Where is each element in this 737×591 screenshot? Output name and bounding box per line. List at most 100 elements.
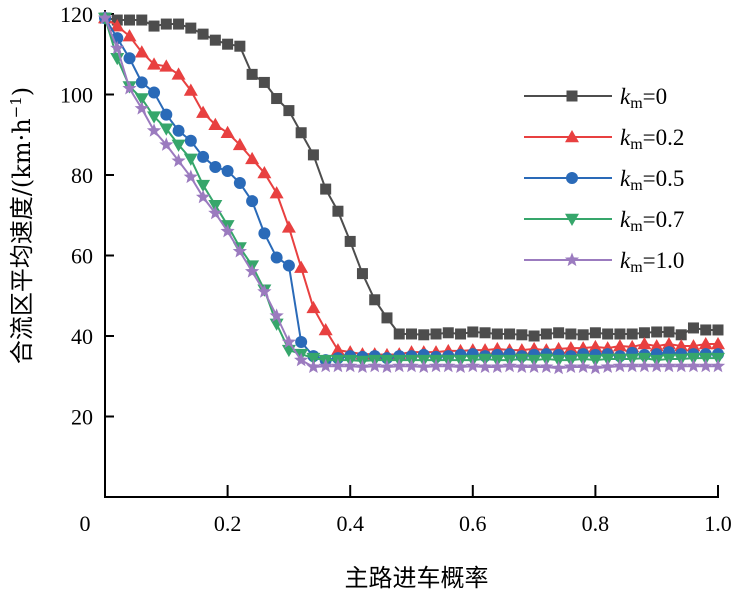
data-point-triangle-up [330, 343, 345, 356]
data-point-square [589, 327, 601, 339]
data-point-triangle-up [147, 57, 162, 70]
data-point-star [588, 360, 603, 375]
data-point-star [625, 358, 640, 373]
data-point-square [528, 330, 540, 342]
data-point-star [661, 358, 677, 373]
x-axis-title: 主路进车概率 [345, 564, 489, 591]
series-group [97, 10, 726, 375]
data-point-circle [148, 86, 161, 99]
legend-item: km=0 [524, 84, 667, 112]
data-point-triangle-down [306, 352, 321, 366]
data-point-star [477, 359, 493, 374]
legend-marker-square [566, 90, 578, 102]
data-point-circle [123, 52, 136, 65]
y-tick-label: 100 [60, 83, 93, 108]
legend-label: km=0.7 [620, 207, 684, 235]
data-point-triangle-down [159, 123, 174, 136]
data-point-triangle-up [196, 105, 211, 118]
data-point-triangle-up [159, 59, 174, 72]
data-point-square [651, 326, 663, 338]
data-point-star [392, 358, 407, 373]
data-point-star [159, 137, 174, 151]
data-point-square [369, 294, 381, 306]
data-point-square [320, 183, 332, 195]
data-point-triangle-up [257, 165, 272, 179]
data-point-square [234, 40, 246, 52]
data-point-square [565, 328, 577, 340]
data-point-star [330, 358, 346, 373]
data-point-square [455, 328, 467, 340]
x-ticks: 0 0.2 0.4 0.6 0.8 1.0 [80, 485, 732, 536]
data-point-circle [160, 108, 173, 121]
data-point-star [698, 358, 713, 373]
data-point-circle [282, 259, 295, 272]
legend-label: km=0.2 [620, 125, 684, 153]
legend-item: km=1.0 [524, 248, 684, 276]
data-point-triangle-up [698, 337, 713, 350]
data-point-star [600, 359, 615, 374]
data-point-triangle-up [134, 45, 149, 58]
data-point-circle [295, 336, 308, 349]
data-point-star [269, 308, 284, 322]
y-tick-label: 40 [71, 324, 93, 349]
data-point-square [222, 38, 234, 50]
data-point-square [295, 127, 307, 139]
data-point-square [344, 235, 356, 247]
data-point-circle [135, 76, 148, 89]
data-point-star [465, 358, 480, 373]
data-point-square [663, 326, 675, 338]
data-point-star [244, 264, 260, 278]
data-point-star [367, 358, 382, 373]
legend: km=0 km=0.2 km=0.5 km=0.7 km=1.0 [524, 84, 684, 276]
data-point-star [710, 358, 726, 373]
y-ticks: 20 40 60 80 100 120 [60, 2, 114, 430]
data-point-star [539, 359, 554, 374]
data-point-triangle-up [171, 67, 186, 80]
data-point-square [577, 329, 589, 341]
data-point-square [307, 149, 319, 161]
y-tick-label: 80 [71, 163, 93, 188]
legend-item: km=0.5 [524, 166, 684, 194]
legend-item: km=0.2 [524, 125, 684, 153]
data-point-square [491, 328, 503, 340]
data-point-triangle-up [637, 337, 652, 350]
legend-marker-triangle-down [565, 213, 579, 226]
data-point-star [220, 223, 235, 238]
data-point-star [110, 40, 125, 55]
data-point-triangle-down [110, 53, 125, 66]
data-point-square [148, 20, 160, 32]
data-point-square [283, 105, 295, 117]
data-point-circle [258, 227, 271, 240]
data-point-square [197, 28, 209, 40]
x-tick-label: 0.4 [336, 511, 364, 536]
data-point-circle [209, 160, 222, 173]
legend-label: km=1.0 [620, 248, 684, 276]
data-point-square [516, 329, 528, 341]
y-axis-title: 合流区平均速度/(km·h−1) [7, 87, 36, 364]
data-point-triangle-up [269, 186, 284, 199]
data-point-square [332, 205, 344, 217]
data-point-square [418, 329, 430, 341]
data-point-star [612, 358, 628, 373]
data-point-triangle-up [245, 151, 260, 165]
data-point-square [356, 268, 368, 280]
data-point-star [637, 358, 652, 373]
data-point-square [638, 327, 650, 339]
data-point-square [467, 326, 479, 338]
data-point-star [306, 359, 321, 374]
data-point-square [540, 328, 552, 340]
x-tick-label: 1.0 [704, 511, 732, 536]
data-point-square [602, 328, 614, 340]
y-axis-title-close: ) [8, 87, 36, 96]
data-point-triangle-up [711, 337, 725, 350]
data-point-circle [270, 251, 283, 264]
legend-label: km=0 [620, 84, 667, 112]
legend-item: km=0.7 [524, 207, 684, 235]
data-point-square [700, 324, 712, 336]
data-point-triangle-up [612, 339, 627, 352]
data-point-square [381, 312, 393, 324]
x-tick-label: 0.8 [582, 511, 610, 536]
data-point-star [183, 169, 198, 184]
data-point-star [195, 189, 211, 204]
x-tick-label: 0.6 [459, 511, 487, 536]
